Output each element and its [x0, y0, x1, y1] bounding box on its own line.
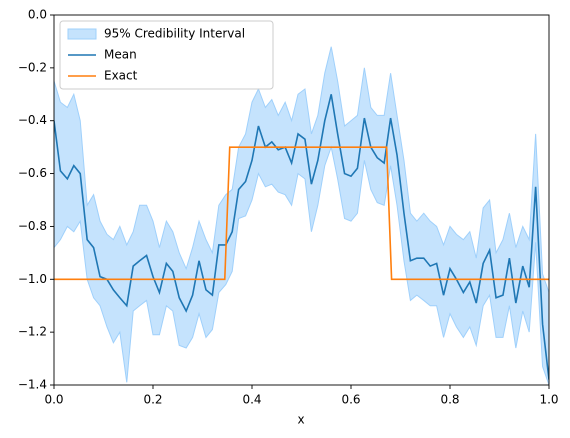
y-tick-label: −0.4 [18, 113, 47, 127]
legend-label: 95% Credibility Interval [104, 27, 245, 41]
y-tick-label: −1.4 [18, 378, 47, 392]
y-tick-label: −1.2 [18, 325, 47, 339]
x-tick-label: 1.0 [539, 393, 558, 407]
y-tick-label: −0.8 [18, 219, 47, 233]
credibility-band [54, 46, 549, 385]
x-tick-label: 0.6 [341, 393, 360, 407]
legend-label: Mean [104, 48, 137, 62]
x-tick-label: 0.0 [44, 393, 63, 407]
y-tick-label: 0.0 [28, 8, 47, 22]
legend: 95% Credibility Interval Mean Exact [59, 20, 274, 90]
y-tick-label: −0.2 [18, 60, 47, 74]
legend-frame [59, 20, 274, 90]
x-tick-label: 0.4 [242, 393, 261, 407]
line-mean [54, 94, 549, 380]
y-tick-label: −0.6 [18, 166, 47, 180]
axes-frame [53, 14, 550, 386]
y-tick-label: −1.0 [18, 272, 47, 286]
x-tick-label: 0.2 [143, 393, 162, 407]
legend-swatch [67, 28, 97, 40]
x-axis-label: x [297, 413, 304, 427]
legend-label: Exact [104, 69, 138, 83]
line-exact [54, 146, 549, 281]
plot-area [54, 46, 549, 385]
x-tick-label: 0.8 [440, 393, 459, 407]
